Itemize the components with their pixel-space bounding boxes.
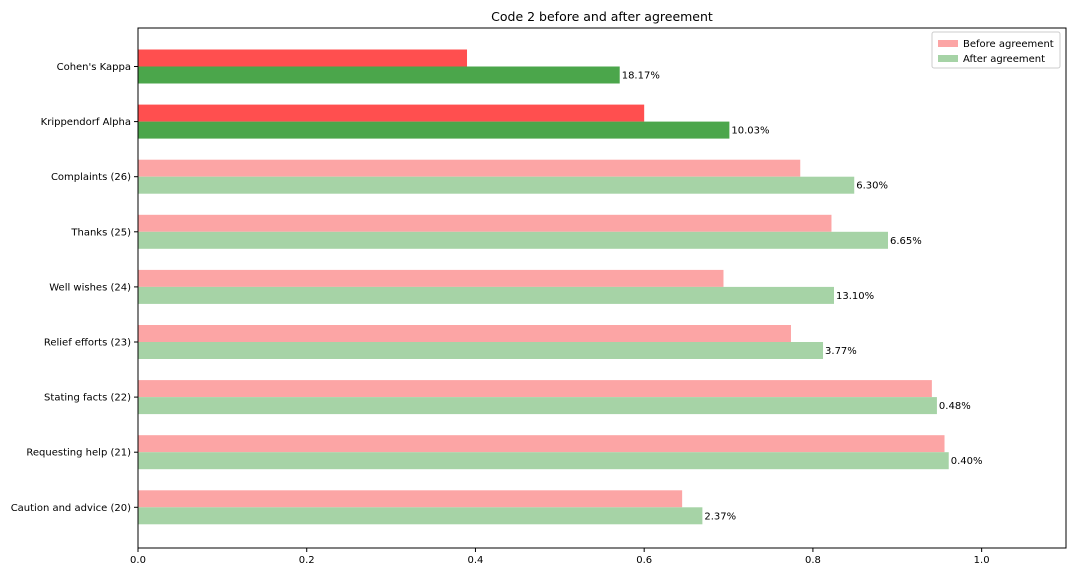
data-label-8: 2.37% xyxy=(704,511,736,522)
x-tick-label-5: 1.0 xyxy=(974,555,990,566)
x-tick-label-2: 0.4 xyxy=(468,555,484,566)
y-tick-label-7: Requesting help (21) xyxy=(26,448,131,459)
y-tick-label-4: Well wishes (24) xyxy=(49,282,131,293)
legend-swatch-0 xyxy=(938,40,958,47)
y-tick-label-0: Cohen's Kappa xyxy=(57,62,131,73)
bar-before-5 xyxy=(138,325,791,342)
data-label-2: 6.30% xyxy=(856,181,888,192)
bar-before-3 xyxy=(138,214,832,232)
x-tick-label-4: 0.8 xyxy=(805,555,821,566)
bar-after-0 xyxy=(138,66,620,84)
y-tick-label-3: Thanks (25) xyxy=(70,227,131,238)
bar-after-2 xyxy=(138,176,855,194)
bar-before-0 xyxy=(138,49,468,67)
x-tick-label-1: 0.2 xyxy=(299,555,315,566)
data-label-1: 10.03% xyxy=(731,126,769,137)
bar-after-6 xyxy=(138,397,937,415)
x-tick-label-3: 0.6 xyxy=(636,555,652,566)
bar-before-7 xyxy=(138,435,945,453)
bar-after-8 xyxy=(138,507,703,525)
data-label-5: 3.77% xyxy=(825,346,857,357)
y-tick-label-2: Complaints (26) xyxy=(51,172,131,183)
bar-after-5 xyxy=(138,342,824,359)
data-label-4: 13.10% xyxy=(836,291,874,302)
axes-group: Cohen's Kappa Krippendorf Alpha Complaints… xyxy=(11,62,990,566)
bar-before-6 xyxy=(138,380,932,398)
legend-label-1: After agreement xyxy=(963,54,1045,65)
bar-after-7 xyxy=(138,452,949,470)
bar-after-4 xyxy=(138,286,834,304)
bar-after-3 xyxy=(138,231,888,249)
bars-group xyxy=(138,49,949,525)
x-tick-label-0: 0.0 xyxy=(130,555,146,566)
bar-before-8 xyxy=(138,490,683,508)
legend-swatch-1 xyxy=(938,55,958,62)
bar-before-2 xyxy=(138,159,801,177)
data-label-7: 0.40% xyxy=(951,456,983,467)
y-tick-label-5: Relief efforts (23) xyxy=(44,338,131,349)
plot-frame xyxy=(137,27,1067,549)
bar-before-4 xyxy=(138,269,724,287)
legend-label-0: Before agreement xyxy=(963,39,1054,50)
labels-group: 18.17% 10.03% 6.30% 6.65% 13.10% 3.77% 0.48% 0.… xyxy=(622,71,983,523)
bar-before-1 xyxy=(138,104,645,122)
chart-title: Code 2 before and after agreement xyxy=(491,9,713,24)
y-tick-label-8: Caution and advice (20) xyxy=(11,503,131,514)
y-tick-label-1: Krippendorf Alpha xyxy=(41,117,131,128)
y-tick-label-6: Stating facts (22) xyxy=(44,393,131,404)
data-label-6: 0.48% xyxy=(939,401,971,412)
legend-box xyxy=(931,31,1061,69)
data-label-3: 6.65% xyxy=(890,236,922,247)
data-label-0: 18.17% xyxy=(622,71,660,82)
bar-after-1 xyxy=(138,121,730,139)
legend: Before agreement After agreement xyxy=(931,31,1061,69)
